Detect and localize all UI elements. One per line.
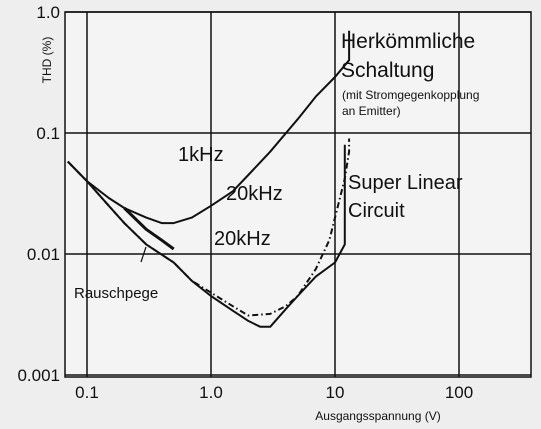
y-tick-label: 0.1 — [36, 124, 60, 143]
annotation-herkoemmliche: Herkömmliche — [341, 30, 475, 53]
annotation-stromgegenkopplung: (mit Stromgegenkopplung — [342, 88, 479, 102]
rauschpege-leader — [140, 246, 147, 263]
annotation-circuit: Circuit — [348, 200, 405, 222]
annotation-schaltung: Schaltung — [341, 59, 434, 82]
series-layer — [67, 30, 351, 328]
label-rauschpege: Rauschpege — [74, 285, 158, 302]
grid-layer — [65, 11, 531, 377]
series-line-0 — [67, 30, 351, 225]
y-tick-label: 0.01 — [27, 245, 60, 264]
x-axis-label: Ausgangsspannung (V) — [315, 409, 440, 423]
y-axis-label: THD (%) — [40, 37, 54, 84]
plot-area — [64, 11, 532, 378]
annotation-an-emitter: an Emitter) — [342, 104, 401, 118]
x-tick-label: 1.0 — [199, 383, 223, 402]
y-tick-label: 0.001 — [17, 366, 60, 385]
label-20khz-lower: 20kHz — [214, 228, 271, 250]
series-line-2 — [67, 144, 346, 328]
series-line-3 — [123, 206, 175, 251]
label-1khz: 1kHz — [178, 144, 224, 166]
label-20khz-upper: 20kHz — [226, 183, 283, 205]
y-tick-label: 1.0 — [36, 3, 60, 22]
x-tick-label: 0.1 — [75, 383, 99, 402]
x-tick-label: 10 — [326, 383, 345, 402]
annotation-super-linear: Super Linear — [348, 172, 463, 194]
tick-layer: 0.1 1.0 10 100 1.0 0.1 0.01 0.001 — [17, 3, 473, 402]
x-tick-label: 100 — [445, 383, 473, 402]
